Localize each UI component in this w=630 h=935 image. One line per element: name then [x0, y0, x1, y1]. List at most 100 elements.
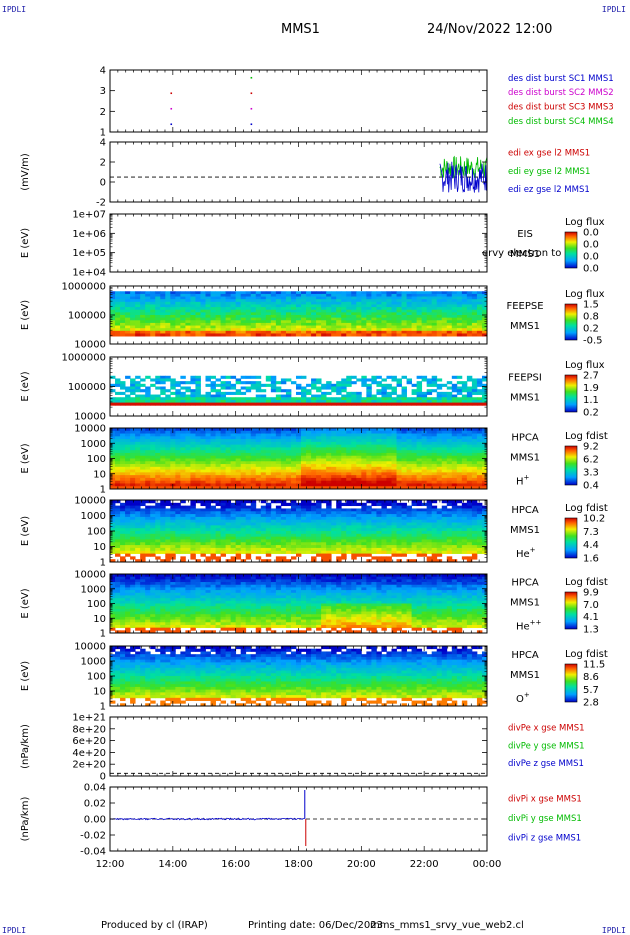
feepse-cell	[407, 333, 412, 336]
hpca_h-cell	[125, 436, 130, 439]
feepsi-cell	[286, 400, 291, 403]
feepse-cell	[120, 318, 125, 321]
feepse-cell	[336, 297, 341, 300]
hpca_he-cell	[155, 517, 160, 520]
feepsi-cell	[452, 389, 457, 392]
hpca_he-cell	[115, 517, 120, 520]
hpca_h-cell	[155, 481, 160, 484]
hpca_h-cell	[341, 436, 346, 439]
feepse-cell	[221, 323, 226, 326]
feepsi-cell	[221, 387, 226, 390]
hpca_he-cell	[246, 531, 251, 534]
feepsi-cell	[206, 403, 211, 406]
feepse-cell	[200, 302, 205, 305]
feepse-cell	[336, 326, 341, 329]
hpca_h-cell	[256, 445, 261, 448]
hpca_h-cell	[160, 478, 165, 481]
feepse-cell	[110, 307, 115, 310]
hpca_h-cell	[331, 436, 336, 439]
hpca_h-cell	[432, 478, 437, 481]
hpca_he-cell	[110, 517, 115, 520]
feepse-cell	[437, 302, 442, 305]
hpca_h-instrument-label: HPCA	[511, 433, 539, 444]
hpca_h-cell	[231, 439, 236, 442]
feepsi-cell	[190, 403, 195, 406]
feepse-cell	[417, 307, 422, 310]
hpca_h-cell	[442, 478, 447, 481]
hpca_he-cell	[211, 539, 216, 542]
feepse-cell	[125, 297, 130, 300]
hpca_h-cell	[206, 439, 211, 442]
feepse-cell	[472, 318, 477, 321]
hpca_h-cell	[271, 459, 276, 462]
hpca_h-cell	[221, 467, 226, 470]
hpca_h-cell	[422, 459, 427, 462]
hpca_h-cell	[236, 475, 241, 478]
hpca_h-cell	[120, 442, 125, 445]
hpca_h-cell	[321, 436, 326, 439]
feepsi-cell	[316, 395, 321, 398]
feepse-cell	[110, 320, 115, 323]
hpca_he-cell	[165, 514, 170, 517]
hpca_h-cell	[145, 483, 150, 486]
feepse-cell	[231, 326, 236, 329]
hpca_h-cell	[462, 439, 467, 442]
feepse-cell	[236, 323, 241, 326]
feepsi-cell	[306, 384, 311, 387]
feepse-cell	[291, 310, 296, 313]
feepse-cell	[311, 302, 316, 305]
hpca_h-cell	[256, 470, 261, 473]
hpca_h-cell	[226, 464, 231, 467]
hpca_he-cell	[110, 511, 115, 514]
feepse-cell	[376, 331, 381, 334]
feepsi-cell	[467, 397, 472, 400]
feepsi-cell	[125, 376, 130, 379]
feepse-cell	[130, 323, 135, 326]
feepse-cell	[206, 291, 211, 294]
hpca_h-cell	[150, 431, 155, 434]
hpca_he-cell	[216, 551, 221, 554]
hpca_h-cell	[170, 450, 175, 453]
feepse-cell	[376, 302, 381, 305]
feepse-cell	[346, 326, 351, 329]
feepsi-cell	[135, 403, 140, 406]
hpca_he-cell	[130, 525, 135, 528]
hpca_he-cell	[135, 537, 140, 540]
hpca_he-cell	[125, 528, 130, 531]
hpca_he-cell	[231, 517, 236, 520]
feepse-cell	[246, 333, 251, 336]
hpca_h-cell	[236, 453, 241, 456]
feepse-cell	[296, 312, 301, 315]
feepse-cell	[185, 312, 190, 315]
hpca_h-cell	[216, 475, 221, 478]
feepsi-cell	[185, 389, 190, 392]
hpca_h-cell	[120, 478, 125, 481]
hpca_he-cell	[246, 548, 251, 551]
feepse-cell	[371, 323, 376, 326]
hpca_h-cell	[276, 467, 281, 470]
feepse-cell	[336, 331, 341, 334]
hpca_h-cell	[160, 467, 165, 470]
feepsi-cell	[341, 400, 346, 403]
feepse-cell	[457, 304, 462, 307]
hpca_h-cell	[422, 472, 427, 475]
hpca_he-cell	[251, 551, 256, 554]
feepsi-cell	[276, 389, 281, 392]
feepsi-cell	[321, 400, 326, 403]
hpca_h-cell	[432, 431, 437, 434]
hpca_h-cell	[271, 478, 276, 481]
hpca_he-cell	[185, 508, 190, 511]
hpca_h-cell	[477, 483, 482, 486]
hpca_he-cell	[165, 542, 170, 545]
feepse-cell	[195, 304, 200, 307]
hpca_h-cell	[402, 459, 407, 462]
feepsi-cell	[422, 376, 427, 379]
feepsi-cell	[281, 395, 286, 398]
feepse-cell	[216, 331, 221, 334]
feepsi-cell	[160, 403, 165, 406]
hpca_h-cell	[180, 436, 185, 439]
feepsi-cell	[341, 378, 346, 381]
hpca_he-cell	[211, 556, 216, 559]
hpca_he-cell	[195, 514, 200, 517]
hpca_h-cell	[457, 431, 462, 434]
